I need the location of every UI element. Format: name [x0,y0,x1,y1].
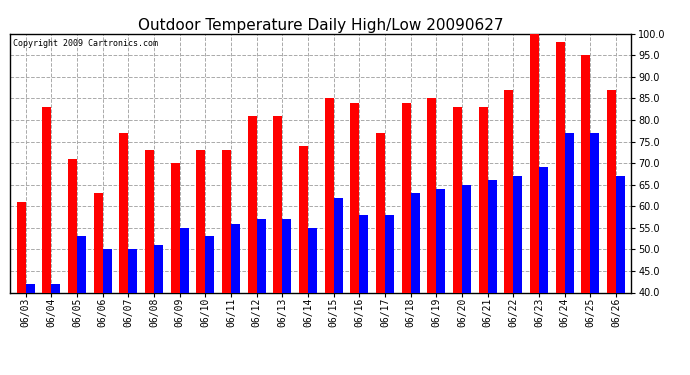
Bar [479,107,488,292]
Bar [555,42,564,292]
Bar [351,103,359,292]
Bar [145,150,154,292]
Bar [17,202,26,292]
Bar [222,150,231,292]
Bar [462,185,471,292]
Bar [436,189,445,292]
Bar [513,176,522,292]
Bar [325,99,334,292]
Bar [179,228,188,292]
Bar [248,116,257,292]
Bar [581,56,590,292]
Bar [52,284,61,292]
Bar [299,146,308,292]
Bar [77,237,86,292]
Bar [94,194,103,292]
Bar [385,215,394,292]
Bar [308,228,317,292]
Bar [590,133,600,292]
Bar [504,90,513,292]
Bar [376,133,385,292]
Bar [206,237,215,292]
Bar [231,224,240,292]
Bar [26,284,34,292]
Bar [273,116,282,292]
Bar [197,150,206,292]
Bar [154,245,163,292]
Bar [257,219,266,292]
Bar [334,198,343,292]
Bar [453,107,462,292]
Bar [68,159,77,292]
Bar [564,133,573,292]
Bar [539,167,548,292]
Bar [411,194,420,292]
Bar [427,99,436,292]
Bar [607,90,616,292]
Bar [488,180,497,292]
Text: Copyright 2009 Cartronics.com: Copyright 2009 Cartronics.com [14,39,159,48]
Bar [616,176,625,292]
Bar [128,249,137,292]
Bar [402,103,411,292]
Bar [170,163,179,292]
Bar [42,107,52,292]
Title: Outdoor Temperature Daily High/Low 20090627: Outdoor Temperature Daily High/Low 20090… [138,18,504,33]
Bar [359,215,368,292]
Bar [103,249,112,292]
Bar [119,133,128,292]
Bar [282,219,291,292]
Bar [530,34,539,292]
